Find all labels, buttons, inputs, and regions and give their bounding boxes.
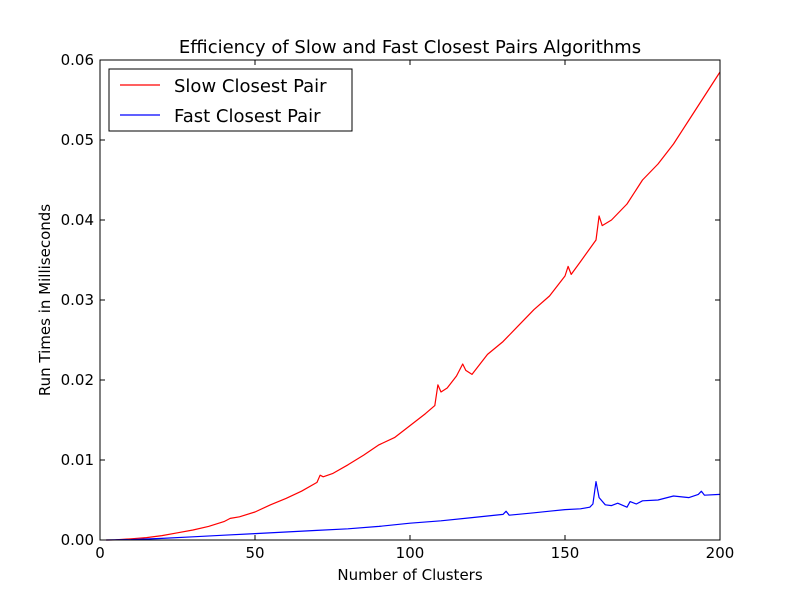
x-tick-label: 0 [95,544,105,562]
y-tick-label: 0.00 [61,531,94,549]
x-axis-label: Number of Clusters [337,566,482,584]
y-tick-label: 0.03 [61,291,94,309]
y-tick-label: 0.02 [61,371,94,389]
legend-label-slow: Slow Closest Pair [174,76,327,97]
y-axis: 0.00 0.01 0.02 0.03 0.04 0.05 0.06 [61,51,720,549]
y-tick-label: 0.06 [61,51,94,69]
x-tick-label: 100 [396,544,425,562]
x-tick-label: 150 [551,544,580,562]
y-axis-label: Run Times in Milliseconds [36,204,54,396]
y-tick-label: 0.04 [61,211,94,229]
y-tick-label: 0.05 [61,131,94,149]
x-axis: 0 50 100 150 200 [95,60,734,562]
series-line-fast-closest-pair [106,481,721,541]
x-tick-label: 200 [706,544,735,562]
legend: Slow Closest Pair Fast Closest Pair [108,68,353,132]
plot-lines [106,71,721,541]
chart-title: Efficiency of Slow and Fast Closest Pair… [179,37,641,58]
series-line-slow-closest-pair [106,71,721,541]
legend-box [108,68,353,132]
legend-label-fast: Fast Closest Pair [174,106,321,127]
x-tick-label: 50 [245,544,264,562]
y-tick-label: 0.01 [61,451,94,469]
